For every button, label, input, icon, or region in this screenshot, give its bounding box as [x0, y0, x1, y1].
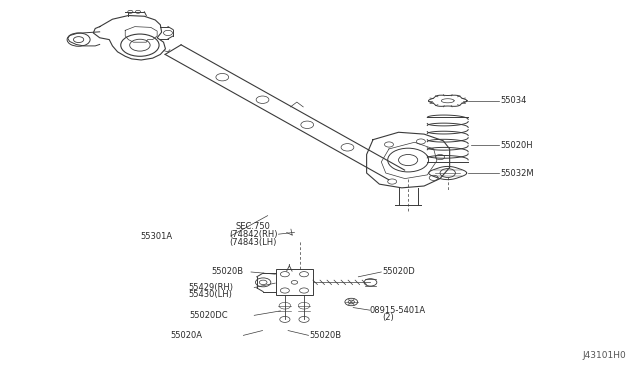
Text: 55020D: 55020D: [382, 267, 415, 276]
Text: 55429(RH): 55429(RH): [188, 283, 234, 292]
Text: (74842(RH): (74842(RH): [229, 230, 278, 240]
Text: 55020DC: 55020DC: [189, 311, 228, 320]
Text: 08915-5401A: 08915-5401A: [370, 306, 426, 315]
Text: 55020H: 55020H: [500, 141, 533, 150]
Text: SEC.750: SEC.750: [236, 222, 271, 231]
Text: (2): (2): [383, 313, 394, 322]
Text: 55020A: 55020A: [170, 331, 202, 340]
Text: 55301A: 55301A: [140, 231, 172, 241]
Text: 55430(LH): 55430(LH): [188, 290, 232, 299]
Text: 55020B: 55020B: [309, 331, 341, 340]
Text: J43101H0: J43101H0: [583, 351, 627, 360]
Text: 55032M: 55032M: [500, 169, 534, 177]
Text: (74843(LH): (74843(LH): [229, 238, 276, 247]
Text: 55034: 55034: [500, 96, 527, 105]
Text: 55020B: 55020B: [211, 267, 244, 276]
